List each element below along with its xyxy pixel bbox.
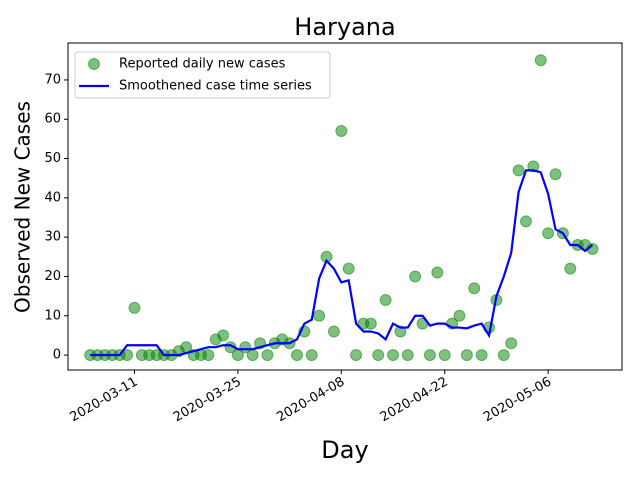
- data-point: [335, 125, 348, 138]
- data-point: [246, 349, 259, 362]
- y-tick-label: 20: [44, 269, 61, 284]
- data-point: [387, 349, 400, 362]
- data-point: [379, 294, 392, 307]
- data-point: [460, 349, 473, 362]
- legend-label: Reported daily new cases: [119, 57, 286, 72]
- chart-title: Haryana: [294, 13, 395, 41]
- data-point: [305, 349, 318, 362]
- data-point: [542, 227, 555, 240]
- y-tick-label: 50: [44, 151, 61, 166]
- data-point: [401, 349, 414, 362]
- x-axis-label: Day: [321, 436, 368, 464]
- data-point: [519, 215, 532, 228]
- data-point: [564, 262, 577, 275]
- legend-marker: [88, 58, 100, 70]
- data-point: [342, 262, 355, 275]
- y-tick-label: 70: [44, 72, 61, 87]
- series-line: [90, 169, 594, 357]
- data-point: [202, 349, 215, 362]
- y-tick-label: 40: [44, 190, 61, 205]
- data-point: [394, 325, 407, 338]
- data-point: [431, 266, 444, 279]
- data-point: [128, 301, 141, 314]
- data-point: [534, 54, 547, 67]
- y-tick-label: 0: [53, 348, 61, 363]
- data-point: [290, 349, 303, 362]
- y-tick-label: 30: [44, 230, 61, 245]
- data-point: [512, 164, 525, 177]
- data-point: [438, 349, 451, 362]
- data-point: [121, 349, 134, 362]
- data-point: [475, 349, 488, 362]
- data-point: [453, 309, 466, 322]
- data-point: [313, 309, 326, 322]
- data-point: [217, 329, 230, 342]
- data-point: [527, 160, 540, 173]
- data-point: [372, 349, 385, 362]
- data-point: [505, 337, 518, 350]
- y-axis-label: Observed New Cases: [11, 101, 35, 313]
- legend-label: Smoothened case time series: [119, 79, 312, 94]
- data-point: [549, 168, 562, 181]
- data-point: [350, 349, 363, 362]
- data-point: [327, 325, 340, 338]
- plot-area: [67, 42, 623, 371]
- data-point: [261, 349, 274, 362]
- data-point: [423, 349, 436, 362]
- data-point: [468, 282, 481, 295]
- data-point: [497, 349, 510, 362]
- legend-box: [74, 51, 331, 99]
- y-tick-label: 60: [44, 112, 61, 127]
- y-tick-label: 10: [44, 308, 61, 323]
- data-point: [409, 270, 422, 283]
- data-point: [364, 317, 377, 330]
